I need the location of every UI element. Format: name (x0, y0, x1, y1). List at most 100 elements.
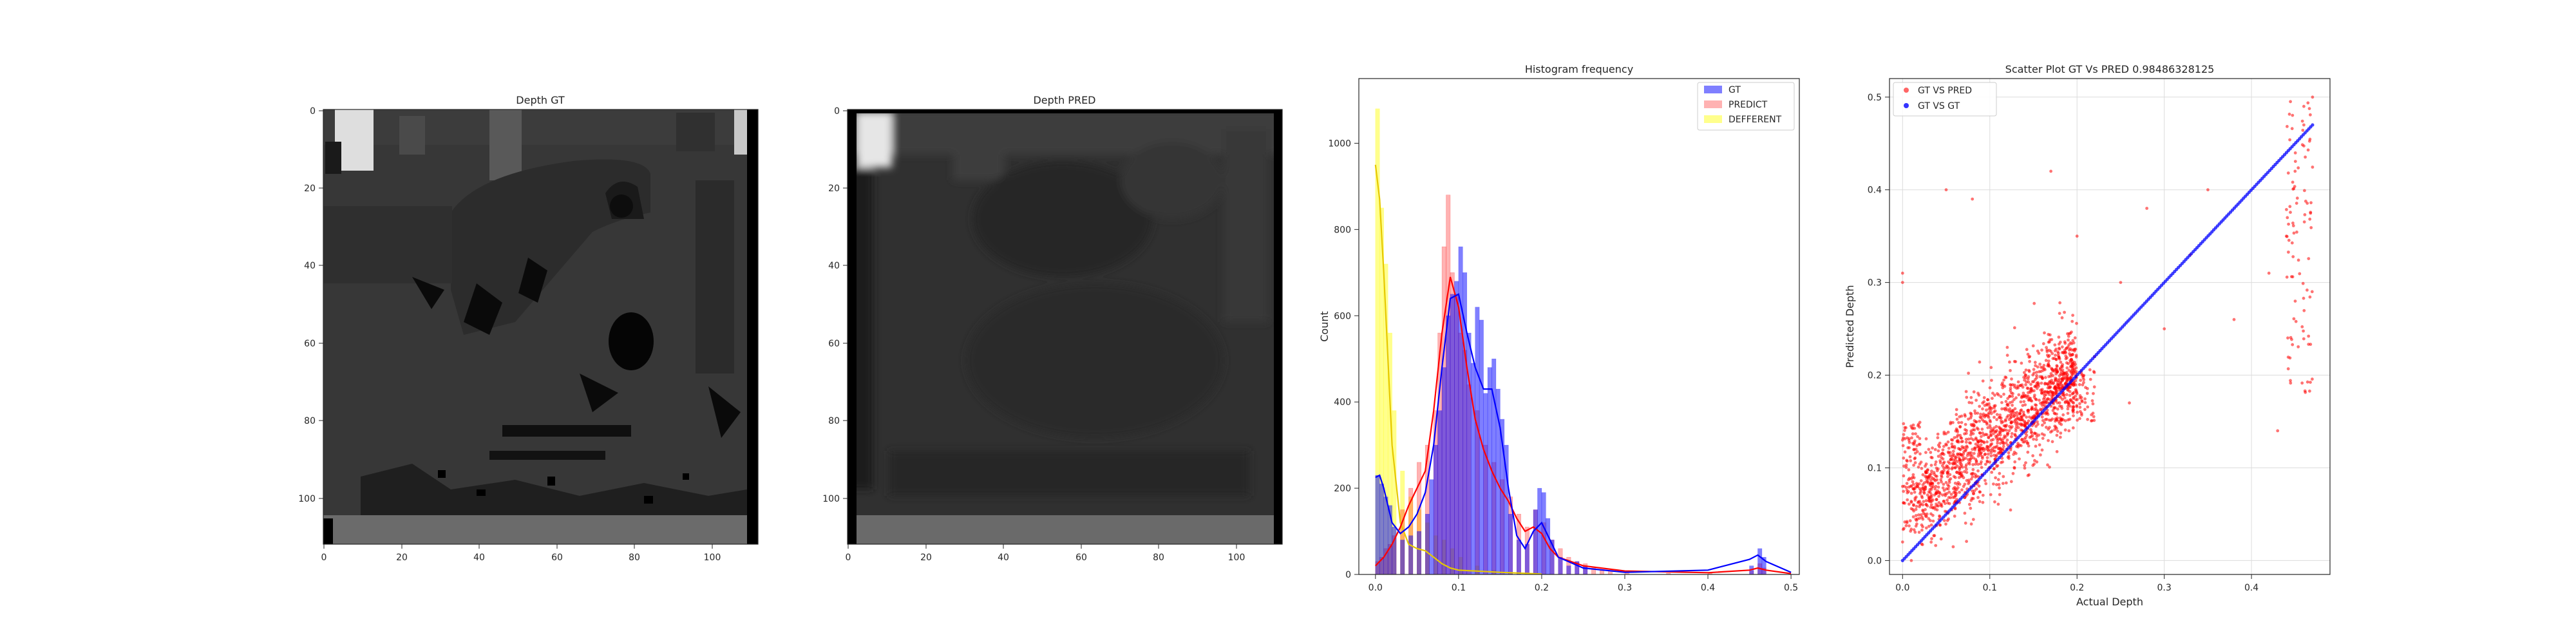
scatter-point-gt-vs-pred (1942, 518, 1946, 522)
scatter-point-gt-vs-pred (2047, 340, 2050, 344)
scatter-point-gt-vs-pred (1947, 460, 1950, 464)
scatter-point-gt-vs-pred (2054, 406, 2057, 410)
scatter-point-gt-vs-pred (2032, 371, 2036, 375)
hist-bar-predict (1591, 567, 1596, 574)
scatter-point-gt-vs-pred (2052, 412, 2056, 415)
scatter-point-gt-vs-pred (1989, 439, 1993, 442)
scatter-point-gt-vs-pred (1918, 500, 1922, 503)
scatter-point-gt-vs-pred (1908, 502, 1911, 506)
scatter-point-gt-vs-pred (1979, 412, 1982, 416)
scatter-point-gt-vs-pred (1960, 471, 1964, 475)
scatter-point-gt-vs-pred (2048, 426, 2051, 430)
scatter-point-gt-vs-pred (2301, 281, 2305, 285)
scatter-point-gt-vs-pred (1988, 419, 1992, 422)
scatter-point-gt-vs-pred (1991, 449, 1995, 453)
scatter-point-gt-vs-pred (2078, 417, 2081, 421)
scatter-point-gt-vs-pred (2005, 403, 2009, 406)
scatter-point-gt-vs-pred (1913, 531, 1917, 534)
scatter-point-gt-vs-pred (2002, 475, 2005, 478)
scatter-point-gt-vs-pred (2050, 337, 2054, 341)
scatter-point-gt-vs-pred (1924, 526, 1928, 530)
scatter-point-gt-vs-pred (2046, 391, 2050, 394)
scatter-point-gt-vs-pred (1980, 466, 1984, 469)
scatter-point-gt-vs-pred (1979, 416, 1983, 420)
scatter-point-gt-vs-pred (1920, 496, 1924, 500)
scatter-point-gt-vs-pred (1971, 468, 1975, 471)
scatter-point-gt-vs-pred (2034, 438, 2038, 441)
scatter-point-gt-vs-pred (1953, 487, 1957, 491)
scatter-point-gt-vs-pred (1960, 474, 1964, 477)
scatter-point-gt-vs-pred (2309, 226, 2313, 229)
scatter-point-gt-vs-pred (2032, 462, 2036, 466)
legend-marker-gt-vs-pred (1904, 88, 1909, 93)
scatter-point-gt-vs-pred (1958, 491, 1962, 494)
scatter-point-gt-vs-pred (2286, 367, 2290, 371)
scatter-point-gt-vs-pred (1909, 424, 1913, 428)
scatter-point-gt-vs-pred (1996, 437, 2000, 440)
scatter-point-gt-vs-pred (1933, 448, 1937, 451)
scatter-point-gt-vs-pred (1969, 506, 1973, 510)
scatter-point-gt-vs-pred (1998, 416, 2002, 419)
scatter-point-gt-vs-pred (2297, 166, 2300, 170)
tick-label: 80 (629, 553, 640, 563)
scatter-point-gt-vs-pred (1981, 500, 1985, 504)
scatter-point-gt-vs-pred (1929, 540, 1933, 544)
scatter-point-gt-vs-pred (2297, 258, 2300, 262)
scatter-point-gt-vs-pred (2061, 413, 2065, 417)
scatter-point-gt-vs-pred (2027, 368, 2031, 372)
scatter-point-gt-vs-pred (1932, 471, 1936, 474)
scatter-point-gt-vs-pred (1930, 486, 1934, 489)
scatter-point-gt-vs-pred (1951, 545, 1955, 549)
scatter-point-gt-vs-pred (2083, 397, 2087, 401)
scatter-point-gt-vs-pred (1967, 451, 1971, 455)
scatter-point-gt-vs-pred (2013, 385, 2016, 389)
scatter-point-gt-vs-pred (2032, 413, 2036, 417)
scatter-point-gt-vs-pred (2002, 442, 2005, 446)
scatter-point-gt-vs-pred (1909, 459, 1913, 462)
scatter-point-gt-vs-pred (2032, 389, 2036, 393)
scatter-point-gt-vs-pred (1952, 475, 1956, 478)
scatter-point-gt-vs-pred (2036, 411, 2040, 415)
legend-label-defferent: DEFFERENT (1728, 115, 1782, 125)
scatter-point-gt-vs-pred (1978, 490, 1982, 494)
scatter-point-gt-vs-pred (2036, 365, 2040, 369)
scatter-point-gt-vs-pred (1976, 454, 1980, 458)
scatter-point-gt-vs-pred (2054, 347, 2058, 351)
scatter-point-gt-vs-pred (1947, 480, 1951, 484)
scatter-point-gt-vs-pred (1947, 502, 1951, 506)
scatter-point-gt-vs-pred (2286, 216, 2289, 220)
scatter-point-gt-vs-pred (1924, 515, 1927, 518)
scatter-point-gt-vs-pred (1908, 524, 1911, 527)
depth-pred-title: Depth PRED (1033, 94, 1095, 106)
scatter-point-gt-vs-pred (1929, 475, 1933, 479)
scatter-point-gt-vs-pred (2013, 433, 2017, 436)
scatter-point-gt-vs-pred (1977, 484, 1981, 488)
scatter-point-gt-vs-pred (1901, 444, 1905, 448)
scatter-point-gt-vs-pred (1975, 420, 1978, 424)
hist-bar-gt (1375, 475, 1380, 574)
scatter-point-gt-vs-pred (2067, 332, 2071, 336)
scatter-point-gt-vs-pred (1961, 440, 1964, 443)
scatter-point-gt-vs-pred (2023, 403, 2027, 406)
scatter-point-gt-vs-pred (1974, 475, 1977, 479)
scatter-point-gt-vs-pred (2041, 437, 2045, 440)
scatter-point-gt-vs-pred (2044, 359, 2048, 363)
scatter-point-gt-vs-pred (2078, 396, 2082, 400)
scatter-point-gt-vs-pred (1969, 416, 1973, 420)
depth-pred-panel: Depth PRED 0 20 (822, 94, 1283, 563)
scatter-point-gt-vs-pred (2054, 378, 2057, 382)
scatter-point-gt-vs-pred (2074, 363, 2078, 366)
scatter-point-gt-vs-pred (2032, 437, 2036, 441)
scatter-point-gt-vs-pred (2030, 430, 2033, 434)
scatter-point-gt-vs-pred (2293, 151, 2297, 155)
scatter-point-gt-vs-pred (2060, 377, 2064, 381)
scatter-point-gt-vs-pred (2294, 319, 2298, 323)
scatter-point-gt-vs-pred (2074, 388, 2078, 392)
scatter-point-gt-vs-pred (2034, 403, 2037, 406)
scatter-point-gt-vs-pred (2276, 429, 2280, 433)
scatter-point-gt-vs-pred (2308, 389, 2311, 393)
scatter-point-gt-vs-pred (2291, 343, 2295, 346)
scatter-point-gt-vs-pred (2078, 406, 2082, 409)
scatter-point-gt-vs-pred (2075, 321, 2078, 325)
scatter-point-gt-vs-pred (2055, 450, 2059, 453)
